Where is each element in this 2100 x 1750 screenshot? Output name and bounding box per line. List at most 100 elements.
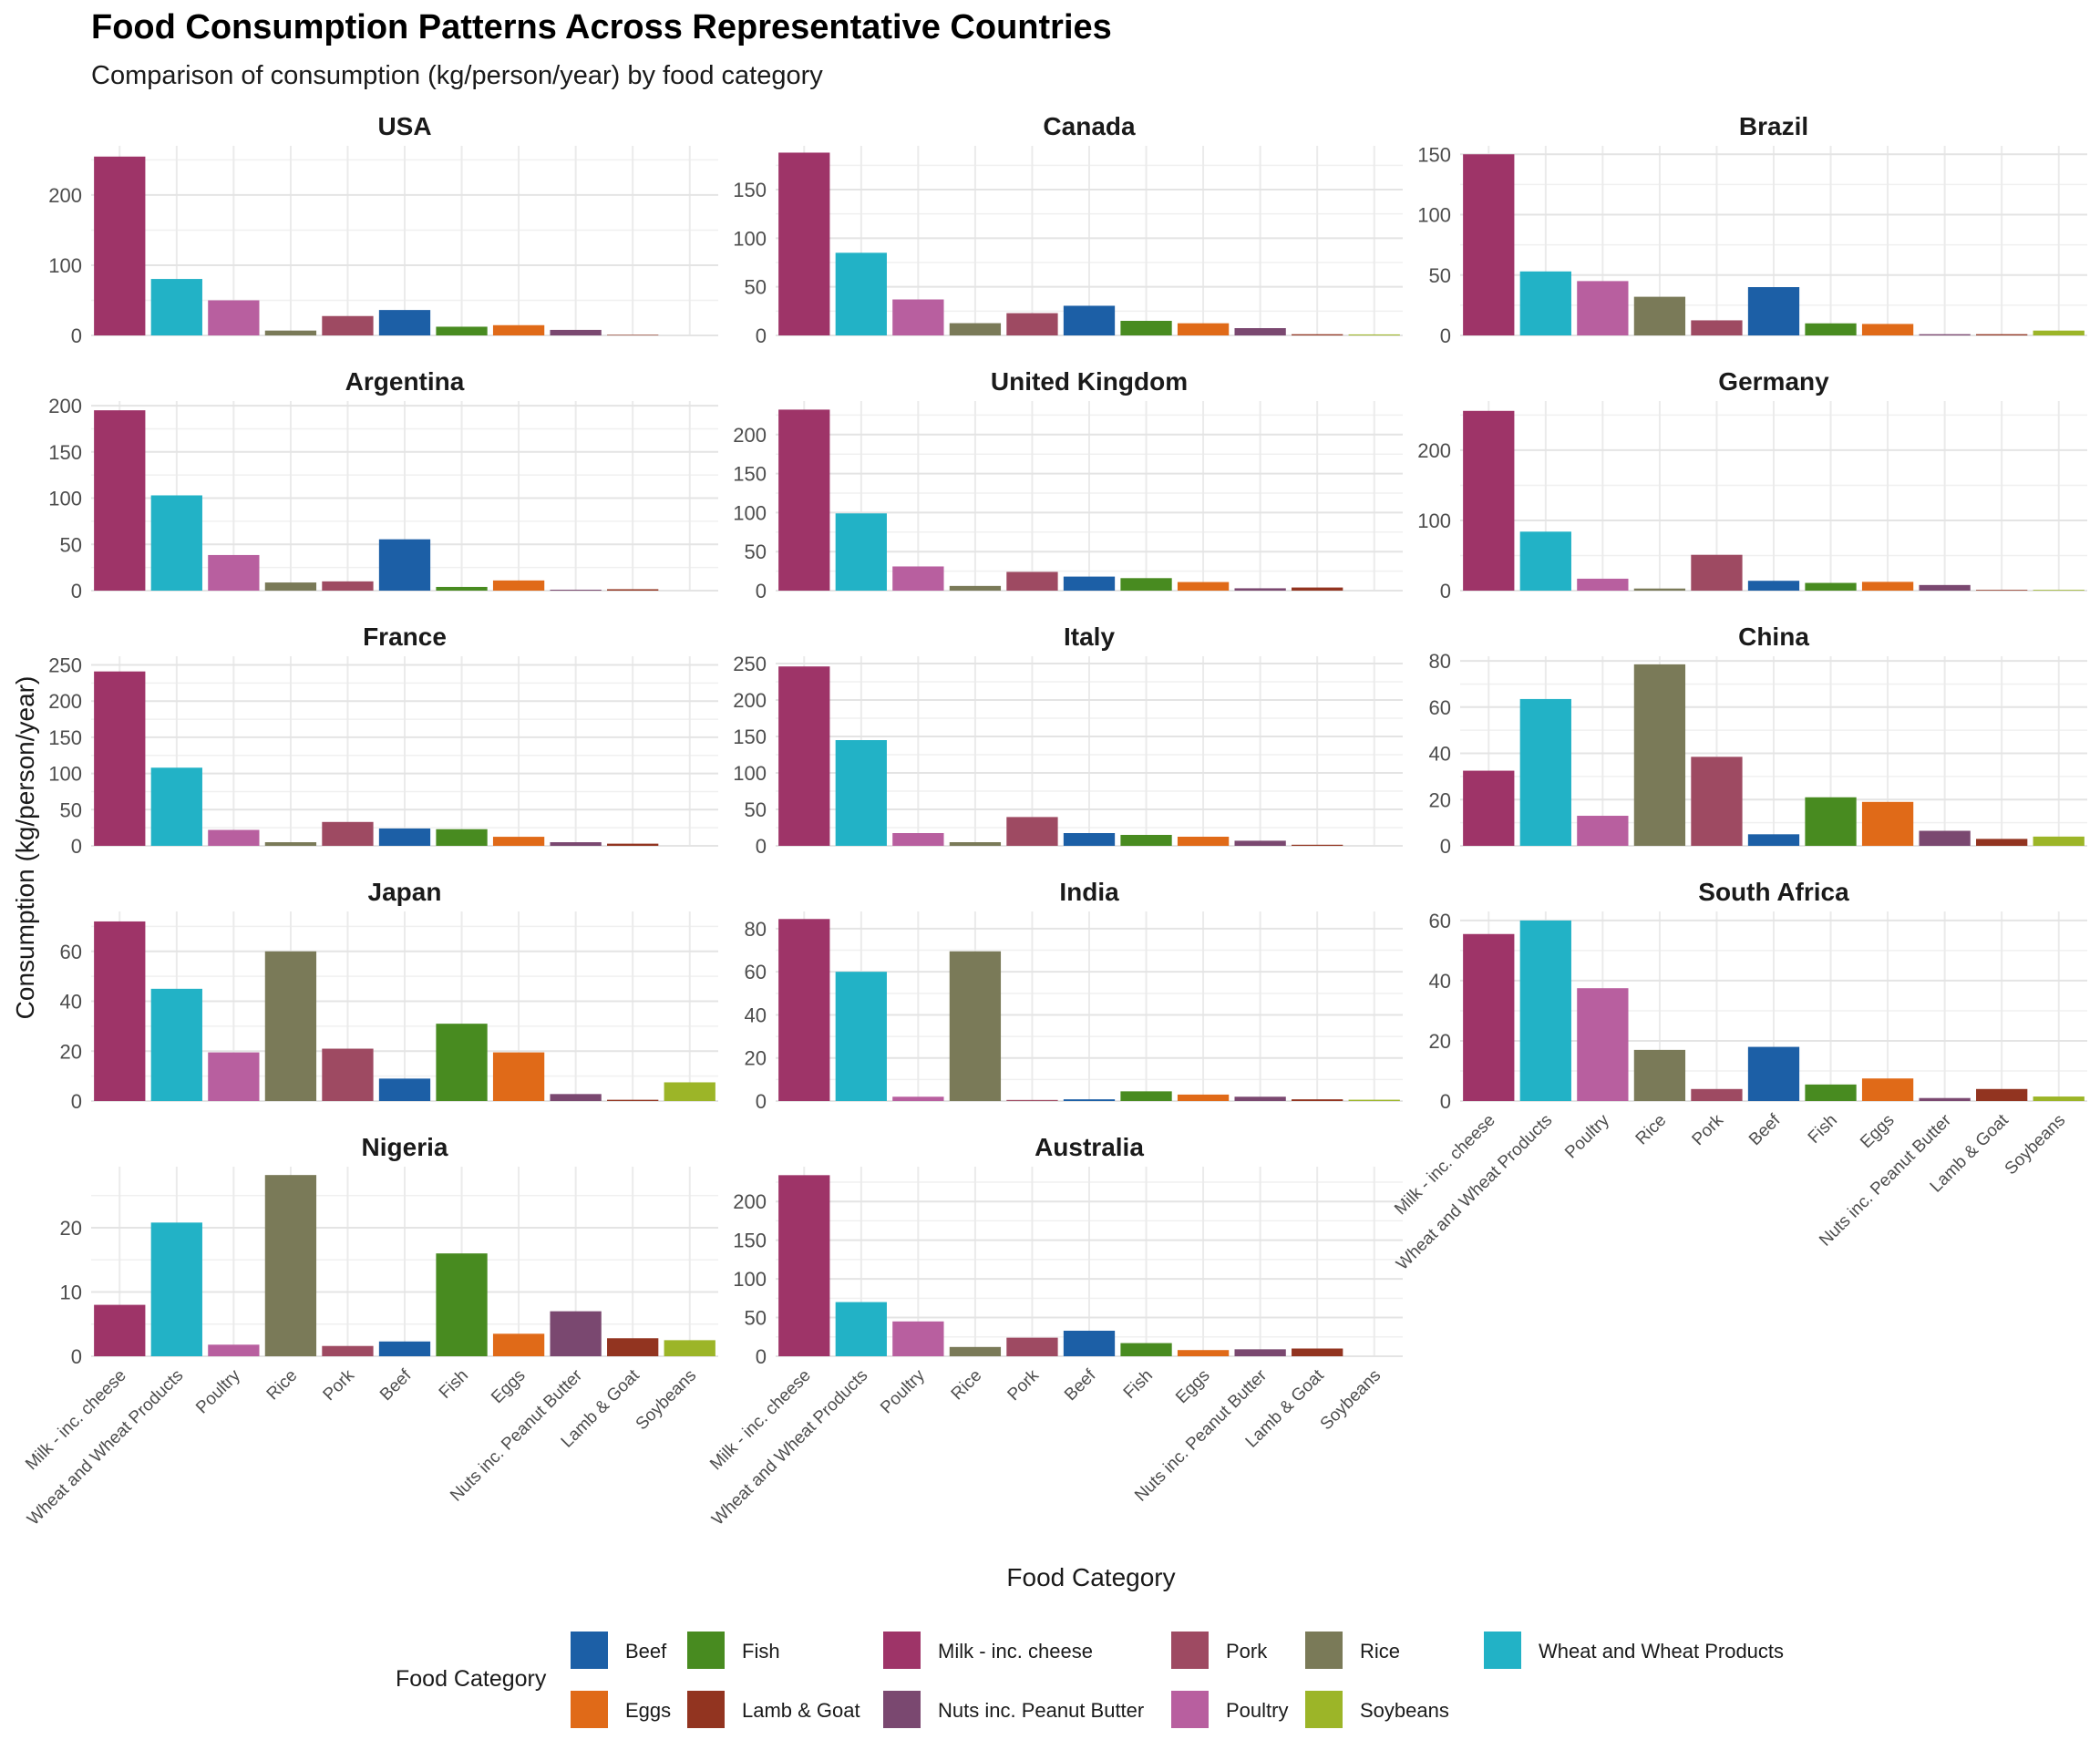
y-tick-label: 100 — [1417, 204, 1451, 227]
bar-canada-pork — [1006, 313, 1058, 335]
bar-united-kingdom-eggs — [1177, 582, 1230, 591]
bar-argentina-pork — [322, 581, 374, 591]
bar-germany-poultry — [1577, 578, 1629, 591]
bar-brazil-soybeans — [2033, 330, 2085, 335]
legend-label: Milk - inc. cheese — [938, 1640, 1093, 1662]
x-tick-label: Poultry — [877, 1365, 929, 1417]
bar-united-kingdom-fish — [1120, 578, 1172, 591]
bar-france-beef — [378, 828, 431, 846]
legend-swatch — [571, 1691, 608, 1728]
y-tick-label: 80 — [1429, 650, 1451, 673]
bar-germany-wheat-and-wheat-products — [1519, 531, 1571, 591]
bar-usa-beef — [378, 310, 431, 335]
x-axis-label: Food Category — [1006, 1563, 1175, 1591]
bar-india-pork — [1006, 1099, 1058, 1101]
bar-united-kingdom-lamb-goat — [1292, 587, 1343, 591]
y-tick-label: 40 — [1429, 970, 1451, 993]
bar-india-fish — [1120, 1091, 1172, 1101]
bar-nigeria-soybeans — [664, 1340, 715, 1356]
y-tick-label: 100 — [733, 1268, 767, 1291]
bar-italy-eggs — [1177, 837, 1230, 846]
bar-italy-poultry — [892, 833, 944, 846]
x-tick-label: Rice — [263, 1366, 302, 1405]
y-tick-label: 0 — [71, 580, 82, 602]
facet-usa: USA 0 100 200 — [48, 112, 718, 347]
bar-brazil-pork — [1691, 320, 1743, 335]
bar-japan-milk-inc-cheese — [94, 921, 146, 1101]
bar-brazil-rice — [1633, 296, 1686, 335]
facet-canada: Canada 0 50 100 150 — [733, 112, 1403, 347]
bar-brazil-milk-inc-cheese — [1463, 154, 1515, 335]
legend-item-nuts-inc-peanut-butter: Nuts inc. Peanut Butter — [883, 1691, 1144, 1728]
bar-germany-soybeans — [2033, 590, 2085, 591]
x-tick-label: Milk - inc. cheese — [22, 1366, 130, 1475]
y-tick-label: 50 — [60, 533, 82, 556]
y-tick-label: 50 — [60, 798, 82, 821]
legend-label: Eggs — [625, 1699, 671, 1722]
facet-panels: USA0100200Canada050100150Brazil050100150… — [22, 112, 2087, 1529]
legend-swatch — [687, 1691, 725, 1728]
bar-united-kingdom-pork — [1006, 571, 1058, 591]
legend-swatch — [1484, 1632, 1521, 1669]
y-tick-label: 100 — [733, 501, 767, 524]
bar-france-wheat-and-wheat-products — [150, 767, 202, 846]
bar-argentina-eggs — [492, 580, 545, 591]
bar-india-milk-inc-cheese — [778, 919, 830, 1101]
bar-australia-milk-inc-cheese — [778, 1175, 830, 1356]
y-tick-label: 60 — [60, 941, 82, 963]
x-tick-label: Poultry — [1561, 1110, 1613, 1162]
bar-japan-soybeans — [664, 1082, 715, 1101]
y-tick-label: 0 — [71, 835, 82, 858]
y-tick-label: 200 — [1417, 439, 1451, 462]
y-tick-label: 0 — [1440, 324, 1451, 347]
y-tick-label: 0 — [1440, 580, 1451, 602]
legend-label: Pork — [1226, 1640, 1268, 1662]
y-tick-label: 200 — [733, 424, 767, 447]
bar-india-eggs — [1177, 1094, 1230, 1101]
legend-label: Nuts inc. Peanut Butter — [938, 1699, 1144, 1722]
y-tick-label: 40 — [1429, 743, 1451, 766]
bar-france-poultry — [208, 829, 260, 846]
bar-france-eggs — [492, 837, 545, 846]
legend-label: Wheat and Wheat Products — [1539, 1640, 1784, 1662]
bar-south-africa-milk-inc-cheese — [1463, 933, 1515, 1101]
facet-italy: Italy 0 50 100 150 200 250 — [733, 623, 1403, 858]
y-tick-label: 150 — [733, 726, 767, 748]
y-tick-label: 20 — [745, 1047, 767, 1070]
bar-china-eggs — [1861, 801, 1914, 846]
legend-label: Lamb & Goat — [742, 1699, 860, 1722]
bar-france-pork — [322, 821, 374, 846]
y-tick-label: 20 — [1429, 1030, 1451, 1053]
bar-france-milk-inc-cheese — [94, 671, 146, 846]
bar-south-africa-fish — [1805, 1084, 1857, 1101]
bar-japan-pork — [322, 1048, 374, 1101]
bar-south-africa-beef — [1747, 1046, 1800, 1101]
y-tick-label: 60 — [1429, 696, 1451, 719]
bar-japan-nuts-inc-peanut-butter — [550, 1094, 602, 1101]
bar-canada-poultry — [892, 299, 944, 335]
bar-australia-beef — [1063, 1330, 1116, 1356]
y-tick-label: 100 — [48, 488, 82, 510]
y-tick-label: 100 — [733, 762, 767, 785]
bar-nigeria-poultry — [208, 1344, 260, 1356]
x-tick-label: Pork — [320, 1365, 359, 1405]
facet-united-kingdom: United Kingdom 0 50 100 150 200 — [733, 367, 1403, 602]
legend-swatch — [883, 1691, 921, 1728]
y-tick-label: 20 — [60, 1217, 82, 1240]
y-tick-label: 200 — [48, 690, 82, 713]
bar-south-africa-lamb-goat — [1976, 1088, 2028, 1101]
bar-germany-rice — [1633, 588, 1686, 591]
legend-item-wheat-and-wheat-products: Wheat and Wheat Products — [1484, 1632, 1784, 1669]
bar-nigeria-milk-inc-cheese — [94, 1304, 146, 1356]
legend-label: Poultry — [1226, 1699, 1288, 1722]
y-tick-label: 40 — [745, 1004, 767, 1026]
bar-germany-nuts-inc-peanut-butter — [1919, 584, 1971, 591]
facet-title-canada: Canada — [1043, 112, 1136, 140]
bar-japan-rice — [264, 951, 317, 1101]
bar-nigeria-nuts-inc-peanut-butter — [550, 1311, 602, 1356]
bar-south-africa-eggs — [1861, 1078, 1914, 1101]
bar-japan-wheat-and-wheat-products — [150, 988, 202, 1101]
